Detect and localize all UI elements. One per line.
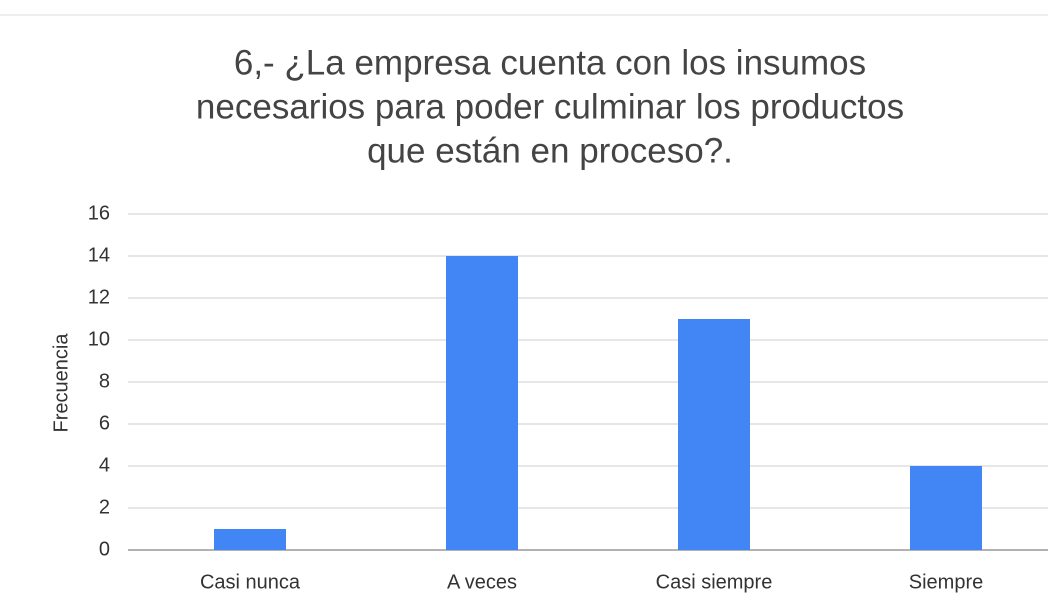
bar (678, 319, 750, 550)
chart-title: 6,- ¿La empresa cuenta con los insumos (234, 43, 866, 82)
x-tick-label: A veces (447, 571, 517, 593)
y-axis-label: Frecuencia (50, 333, 72, 433)
chart-title: necesarios para poder culminar los produ… (196, 87, 904, 126)
bar (214, 529, 286, 550)
y-tick-label: 10 (88, 328, 110, 350)
y-tick-label: 0 (99, 538, 110, 560)
x-tick-label: Casi nunca (200, 571, 301, 593)
y-tick-label: 14 (88, 244, 110, 266)
bar (446, 256, 518, 550)
y-tick-label: 16 (88, 202, 110, 224)
x-tick-label: Siempre (909, 571, 983, 593)
bar (910, 466, 982, 550)
y-tick-label: 4 (99, 454, 110, 476)
y-tick-label: 6 (99, 412, 110, 434)
y-tick-label: 8 (99, 370, 110, 392)
y-tick-label: 12 (88, 286, 110, 308)
chart-title: que están en proceso?. (367, 131, 733, 170)
y-tick-label: 2 (99, 496, 110, 518)
x-tick-label: Casi siempre (656, 571, 773, 593)
